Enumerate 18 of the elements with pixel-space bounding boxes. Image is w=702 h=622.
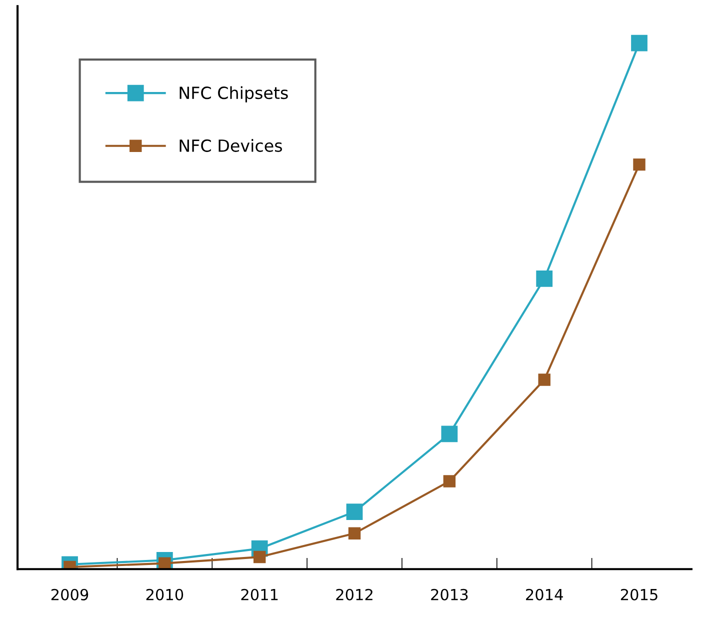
point — [631, 34, 648, 52]
legend-label: NFC Devices — [180, 139, 282, 152]
point — [633, 158, 646, 171]
x-tick-label: 2009 — [51, 588, 88, 600]
point — [536, 270, 553, 287]
point — [538, 374, 550, 386]
x-tick-label: 2012 — [336, 588, 372, 600]
point — [253, 550, 266, 564]
x-tick-label: 2013 — [431, 588, 468, 600]
point — [441, 426, 458, 442]
x-tick-label: 2011 — [241, 588, 278, 600]
point — [348, 527, 361, 540]
x-tick-label: 2015 — [620, 588, 658, 600]
x-tick-label: 2010 — [146, 588, 184, 600]
point — [443, 475, 456, 488]
legend-label: NFC Chipsets — [180, 86, 288, 102]
x-tick-label: 2014 — [526, 588, 563, 600]
point — [346, 504, 363, 520]
